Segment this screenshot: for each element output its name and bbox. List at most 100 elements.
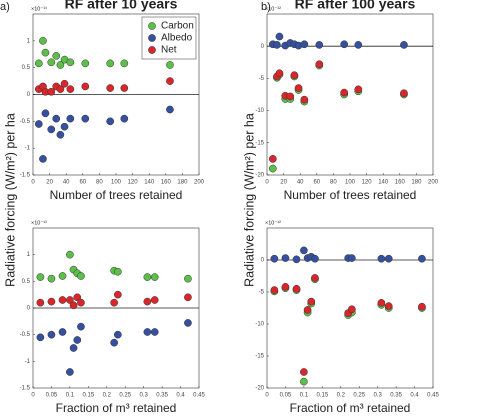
marker — [281, 283, 290, 291]
x-axis-label: Fraction of m³ retained — [56, 401, 177, 415]
x-axis-label: Number of trees retained — [50, 188, 183, 202]
marker — [400, 41, 408, 49]
marker — [270, 286, 279, 294]
legend-label: Albedo — [161, 33, 193, 44]
x-tick-label: 140 — [378, 180, 389, 186]
marker — [150, 273, 159, 281]
marker — [58, 296, 67, 304]
y-tick-label: 0 — [27, 92, 31, 98]
marker — [73, 336, 82, 344]
x-tick-label: 80 — [96, 180, 103, 186]
marker — [39, 155, 47, 163]
marker — [52, 52, 61, 60]
marker — [143, 273, 152, 281]
x-tick-label: 160 — [395, 180, 406, 186]
x-tick-label: 0.35 — [390, 393, 402, 399]
marker — [110, 338, 119, 347]
marker — [113, 267, 122, 276]
marker — [166, 77, 174, 85]
x-tick-label: 60 — [79, 180, 86, 186]
marker — [66, 296, 74, 304]
y-tick-label: -10 — [255, 108, 264, 114]
legend-label: Net — [161, 45, 177, 56]
x-tick-label: 0 — [265, 180, 269, 186]
marker — [66, 114, 75, 123]
y-tick-label: 1 — [27, 38, 31, 44]
y-tick-label: -1 — [25, 359, 31, 365]
panel-title: RF after 100 years — [295, 0, 416, 12]
y-tick-label: 0 — [261, 44, 265, 50]
marker — [47, 58, 56, 67]
y-tick-label: -10 — [255, 322, 264, 328]
marker — [69, 301, 78, 310]
marker — [418, 302, 426, 311]
x-tick-label: 0.1 — [66, 393, 75, 399]
marker — [69, 344, 78, 352]
x-tick-label: 0 — [31, 393, 35, 399]
y-tick-label: -20 — [255, 386, 264, 392]
x-tick-label: 20 — [46, 180, 53, 186]
marker — [113, 290, 122, 299]
y-tick-label: -5 — [259, 76, 265, 82]
panel-title: RF after 10 years — [65, 0, 178, 12]
x-tick-label: 0.3 — [139, 393, 148, 399]
marker — [347, 305, 356, 314]
y-tick-label: 1 — [27, 252, 31, 258]
x-tick-label: 40 — [297, 180, 304, 186]
marker — [73, 293, 82, 302]
y-tick-label: -1 — [25, 146, 31, 152]
marker — [58, 272, 67, 280]
marker — [60, 122, 69, 131]
marker — [270, 254, 279, 263]
panel-label: a) — [0, 1, 10, 13]
x-tick-label: 0.25 — [119, 393, 131, 399]
marker — [34, 59, 43, 68]
marker — [268, 164, 277, 173]
exponent: ×10⁻¹¹ — [31, 6, 47, 12]
marker — [60, 79, 69, 88]
marker — [39, 36, 47, 45]
marker — [275, 69, 284, 78]
marker — [166, 61, 174, 69]
marker — [36, 298, 45, 307]
exponent: ×10⁻¹¹ — [31, 220, 47, 226]
marker — [47, 125, 56, 134]
marker — [41, 109, 50, 118]
x-tick-label: 0.2 — [337, 393, 346, 399]
x-axis-label: Number of trees retained — [284, 188, 417, 202]
x-tick-label: 160 — [161, 180, 172, 186]
marker — [311, 274, 319, 282]
marker — [106, 59, 115, 68]
marker — [106, 84, 115, 92]
y-tick-label: -0.5 — [20, 119, 31, 125]
x-tick-label: 0.1 — [300, 393, 309, 399]
legend-marker — [148, 34, 156, 42]
marker — [120, 59, 129, 68]
legend-marker — [148, 46, 156, 54]
x-tick-label: 0.3 — [373, 393, 382, 399]
x-tick-label: 0.45 — [427, 393, 439, 399]
marker — [184, 274, 192, 283]
marker — [66, 368, 74, 376]
marker — [81, 82, 90, 91]
x-tick-label: 0.15 — [316, 393, 328, 399]
marker — [36, 333, 45, 342]
x-tick-label: 100 — [111, 180, 122, 186]
y-tick-label: 0 — [27, 306, 31, 312]
marker — [303, 306, 312, 314]
marker — [315, 60, 324, 69]
marker — [77, 322, 85, 331]
x-tick-label: 140 — [144, 180, 155, 186]
marker — [110, 298, 119, 307]
marker — [166, 105, 174, 114]
exponent: ×10⁻¹² — [265, 6, 281, 12]
marker — [113, 330, 122, 339]
marker — [384, 254, 393, 263]
marker — [52, 114, 61, 123]
x-tick-label: 0.05 — [46, 393, 58, 399]
marker — [150, 296, 159, 304]
marker — [47, 330, 56, 339]
legend-label: Carbon — [161, 21, 194, 32]
marker — [58, 328, 67, 336]
marker — [275, 32, 284, 41]
